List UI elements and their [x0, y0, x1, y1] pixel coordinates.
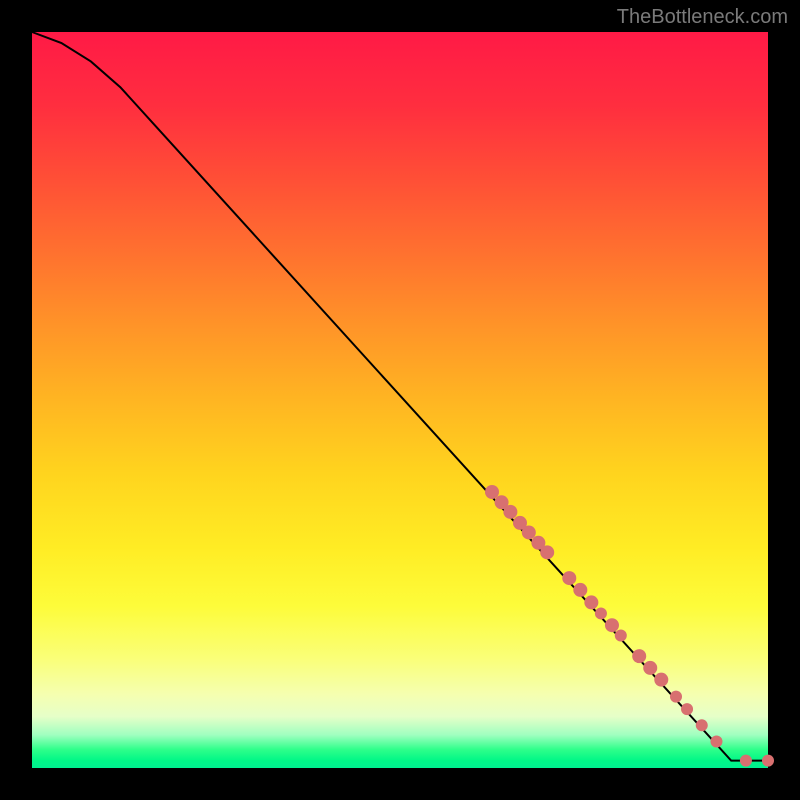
- data-marker: [696, 719, 708, 731]
- plot-background: [32, 32, 768, 768]
- data-marker: [522, 525, 536, 539]
- data-marker: [503, 505, 517, 519]
- data-marker: [710, 736, 722, 748]
- data-marker: [605, 618, 619, 632]
- data-marker: [485, 485, 499, 499]
- bottleneck-chart: [0, 0, 800, 800]
- data-marker: [562, 571, 576, 585]
- data-marker: [584, 595, 598, 609]
- data-marker: [762, 755, 774, 767]
- data-marker: [740, 755, 752, 767]
- data-marker: [595, 607, 607, 619]
- data-marker: [540, 545, 554, 559]
- data-marker: [643, 661, 657, 675]
- data-marker: [681, 703, 693, 715]
- data-marker: [573, 583, 587, 597]
- data-marker: [632, 649, 646, 663]
- data-marker: [615, 630, 627, 642]
- data-marker: [670, 691, 682, 703]
- data-marker: [654, 673, 668, 687]
